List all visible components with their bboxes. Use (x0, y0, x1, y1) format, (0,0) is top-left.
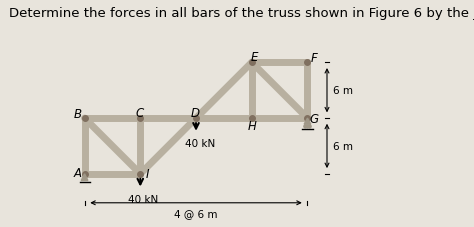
Text: D: D (191, 106, 200, 119)
Text: I: I (145, 168, 149, 180)
Text: B: B (74, 108, 82, 121)
Text: 6 m: 6 m (333, 86, 353, 96)
Text: 6 m: 6 m (333, 141, 353, 151)
Text: A: A (73, 166, 82, 179)
Circle shape (306, 126, 309, 128)
Circle shape (304, 126, 307, 128)
Text: H: H (247, 119, 256, 132)
Text: 40 kN: 40 kN (185, 138, 215, 148)
Polygon shape (304, 118, 311, 125)
Text: C: C (135, 106, 143, 119)
Polygon shape (81, 174, 88, 181)
Text: Determine the forces in all bars of the truss shown in Figure 6 by the joint met: Determine the forces in all bars of the … (9, 7, 474, 20)
Text: G: G (310, 112, 319, 125)
Text: E: E (251, 51, 258, 64)
Text: 40 kN: 40 kN (128, 194, 158, 204)
Circle shape (308, 126, 311, 128)
Text: 4 @ 6 m: 4 @ 6 m (174, 208, 218, 218)
Text: F: F (311, 52, 318, 65)
